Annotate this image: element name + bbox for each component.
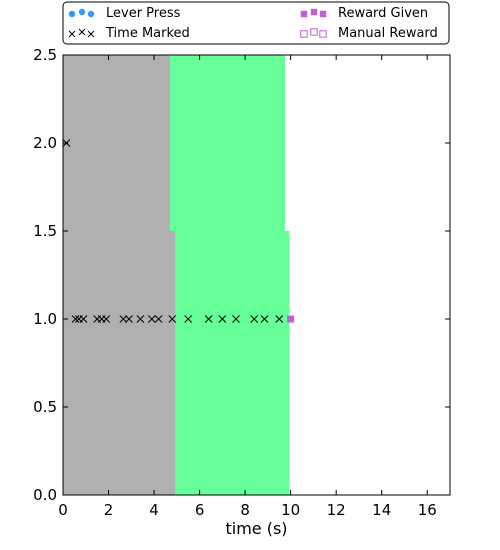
legend-time-marked-marker [68,28,95,38]
x-tick-label: 0 [58,501,68,519]
y-axis: 0.0 0.5 1.0 1.5 2.0 2.5 [33,46,450,504]
time-marked-point-8 [119,315,128,323]
shaded-region-2 [169,55,285,231]
x-tick-label: 2 [104,501,114,519]
legend-manual-reward-marker-3 [319,30,327,38]
y-tick-label: 1.0 [33,310,57,328]
time-marked-point-12 [154,315,163,323]
time-marked-point-10 [136,315,145,323]
x-tick-label: 14 [372,501,391,519]
x-tick-label: 10 [281,501,300,519]
legend-manual-reward-label: Manual Reward [338,26,438,41]
legend-time-marked-marker-2 [78,28,86,36]
legend-reward-given-marker-3 [319,10,327,18]
shaded-region-4 [175,231,290,495]
legend-reward-given-label: Reward Given [338,6,428,21]
x-tick-label: 6 [195,501,205,519]
time-marked-point-2 [71,315,80,323]
legend-time-marked-marker-1 [68,30,76,38]
data-marks [62,139,295,323]
x-tick-label: 12 [327,501,346,519]
time-marked-point-15 [204,315,213,323]
legend-manual-reward-marker [300,28,327,38]
x-tick-label: 8 [240,501,250,519]
time-marked-point-13 [168,315,177,323]
legend: Lever Press Reward Given Time Marked Manual… [62,1,450,45]
time-marked-point-16 [218,315,227,323]
time-marked-point-19 [260,315,269,323]
legend-manual-reward-marker-2 [310,28,318,36]
legend-reward-given-marker-2 [310,8,318,16]
x-axis: 0 2 4 6 8 10 12 14 16 [58,55,437,519]
legend-time-marked-marker-3 [87,30,95,38]
reward-given-point-1 [287,315,295,323]
legend-lever-press-marker-2 [78,8,86,16]
time-marked-point-4 [79,315,88,323]
legend-manual-reward-marker-1 [300,30,308,38]
y-tick-label: 2.5 [33,46,57,64]
legend-reward-given-marker [300,8,327,18]
time-marked-point-17 [232,315,240,323]
plot-frame [62,54,451,496]
y-tick-label: 1.5 [33,222,57,240]
y-tick-label: 2.0 [33,134,57,152]
legend-box [62,1,450,45]
time-marked-point-9 [125,315,133,323]
legend-lever-press-marker-1 [68,10,76,18]
shaded-regions [63,55,290,495]
legend-reward-given-marker-1 [300,10,308,18]
shaded-region-1 [63,55,170,231]
legend-time-marked-label: Time Marked [105,26,190,41]
time-marked-point-20 [275,315,284,323]
time-marked-point-11 [147,315,156,323]
x-tick-label: 16 [418,501,437,519]
legend-lever-press-marker-3 [87,10,95,18]
x-axis-label: time (s) [225,519,287,538]
y-tick-label: 0.0 [33,486,57,504]
time-marked-point-14 [184,315,193,323]
y-tick-label: 0.5 [33,398,57,416]
legend-lever-press-marker [68,8,95,18]
x-tick-label: 4 [149,501,159,519]
shaded-region-3 [63,231,176,495]
time-marked-point-7 [102,315,111,323]
time-marked-point-18 [250,315,259,323]
legend-lever-press-label: Lever Press [106,6,181,21]
